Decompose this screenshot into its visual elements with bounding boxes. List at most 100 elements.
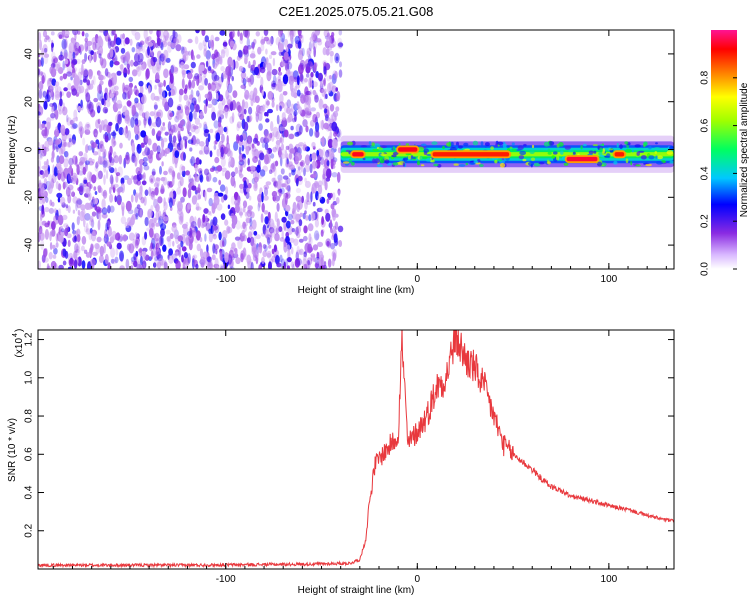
noise-cell [169, 233, 174, 240]
noise-cell [156, 66, 160, 76]
noise-cell [282, 91, 288, 96]
noise-cell [296, 225, 302, 234]
noise-cell [201, 30, 206, 36]
noise-cell [163, 261, 169, 269]
noise-cell [188, 50, 191, 56]
noise-cell [113, 140, 117, 146]
noise-cell [135, 239, 139, 249]
noise-cell [337, 225, 344, 233]
noise-cell [64, 227, 69, 237]
snr-series-line [38, 330, 674, 569]
noise-cell [62, 214, 68, 221]
noise-cell [309, 236, 313, 245]
noise-cell [220, 213, 226, 221]
noise-cell [149, 150, 154, 156]
noise-cell [71, 88, 77, 96]
noise-cell [126, 177, 133, 186]
noise-cell [68, 50, 72, 61]
noise-cell [220, 195, 225, 203]
noise-cell [329, 149, 335, 159]
noise-cell [76, 164, 80, 176]
noise-cell [48, 138, 53, 146]
noise-cell [179, 119, 185, 126]
noise-cell [63, 151, 69, 158]
noise-cell [183, 152, 186, 161]
noise-cell [194, 171, 197, 182]
noise-cell [151, 128, 156, 137]
noise-cell [273, 195, 279, 204]
noise-cell [131, 30, 137, 36]
noise-cell [261, 256, 265, 264]
noise-cell [157, 258, 164, 267]
noise-cell [252, 42, 255, 50]
noise-cell [48, 251, 53, 260]
noise-cell [275, 130, 280, 140]
noise-cell [113, 151, 117, 158]
noise-cell [286, 257, 292, 263]
noise-cell [71, 191, 76, 197]
noise-cell [300, 94, 306, 104]
noise-cell [323, 108, 328, 114]
noise-cell [58, 234, 64, 243]
noise-cell [89, 201, 93, 210]
noise-cell [136, 204, 141, 210]
noise-cell [163, 150, 168, 157]
noise-cell [133, 260, 138, 268]
signal-texture [496, 159, 503, 162]
noise-cell [222, 230, 228, 240]
noise-cell [198, 122, 202, 129]
noise-cell [104, 87, 109, 95]
noise-cell [294, 170, 301, 176]
snr-frame [37, 329, 675, 570]
y-tick-label: 0.2 [24, 523, 35, 537]
noise-cell [160, 42, 164, 51]
noise-cell [67, 266, 73, 269]
signal-texture [669, 160, 674, 164]
noise-cell [310, 71, 314, 78]
noise-cell [335, 56, 339, 61]
noise-cell [138, 210, 142, 215]
noise-cell [338, 69, 343, 78]
noise-cell [84, 202, 91, 210]
noise-cell [252, 59, 256, 67]
signal-texture [518, 155, 525, 160]
noise-cell [214, 36, 220, 42]
noise-cell [42, 30, 48, 38]
noise-cell [331, 121, 338, 132]
noise-cell [246, 209, 252, 217]
noise-cell [122, 56, 125, 64]
noise-cell [63, 87, 68, 92]
noise-cell [55, 233, 59, 243]
noise-cell [159, 89, 166, 101]
noise-cell [191, 79, 196, 89]
noise-cell [160, 185, 165, 193]
noise-cell [172, 135, 177, 143]
noise-cell [162, 244, 167, 252]
noise-cell [148, 186, 152, 197]
noise-cell [98, 53, 102, 59]
noise-cell [130, 216, 135, 226]
noise-cell [104, 32, 110, 42]
noise-cell [131, 142, 136, 154]
signal-texture [450, 147, 457, 152]
noise-cell [134, 232, 138, 239]
noise-cell [255, 234, 261, 240]
noise-cell [46, 121, 51, 130]
noise-cell [272, 161, 277, 172]
noise-cell [114, 85, 119, 91]
noise-cell [191, 185, 197, 191]
noise-cell [279, 237, 285, 242]
noise-cell [159, 165, 162, 175]
signal-texture [499, 162, 506, 168]
noise-cell [203, 104, 208, 115]
noise-cell [282, 175, 289, 180]
noise-cell [188, 174, 192, 186]
noise-cell [192, 254, 198, 259]
noise-cell [68, 42, 75, 54]
noise-cell [129, 155, 136, 163]
noise-cell [209, 150, 213, 158]
noise-cell [144, 216, 149, 227]
noise-cell [41, 75, 45, 84]
noise-cell [311, 152, 317, 161]
